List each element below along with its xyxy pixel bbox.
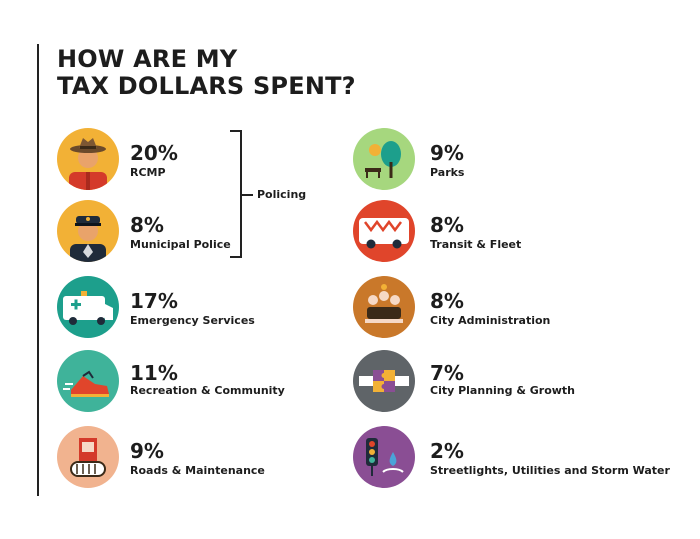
item-percent: 2%: [430, 439, 464, 463]
item-label: RCMP: [130, 166, 166, 179]
running-shoe-icon: [57, 350, 119, 412]
item-label: Municipal Police: [130, 238, 231, 251]
title-line-2: TAX DOLLARS SPENT?: [57, 72, 356, 100]
bus-icon: [353, 200, 415, 262]
item-label: City Administration: [430, 314, 551, 327]
left-rule: [37, 44, 39, 496]
road-roller-icon: [57, 426, 119, 488]
item-label: Recreation & Community: [130, 384, 285, 397]
item-percent: 11%: [130, 361, 178, 385]
traffic-light-icon: [353, 426, 415, 488]
item-percent: 9%: [130, 439, 164, 463]
puzzle-handshake-icon: [353, 350, 415, 412]
item-label: Transit & Fleet: [430, 238, 522, 251]
item-label: Roads & Maintenance: [130, 464, 265, 477]
item-percent: 8%: [430, 213, 464, 237]
title-line-1: HOW ARE MY: [57, 45, 238, 73]
item-percent: 20%: [130, 141, 178, 165]
item-percent: 17%: [130, 289, 178, 313]
item-percent: 7%: [430, 361, 464, 385]
item-label: Streetlights, Utilities and Storm Water: [430, 464, 670, 477]
policing-label: Policing: [257, 188, 307, 201]
item-percent: 9%: [430, 141, 464, 165]
park-tree-icon: [353, 128, 415, 190]
rcmp-officer-icon: [57, 128, 119, 190]
item-label: City Planning & Growth: [430, 384, 576, 397]
policing-bracket-tick: [241, 194, 253, 196]
item-percent: 8%: [430, 289, 464, 313]
meeting-people-icon: [353, 276, 415, 338]
item-percent: 8%: [130, 213, 164, 237]
police-officer-icon: [57, 200, 119, 262]
ambulance-icon: [57, 276, 119, 338]
page-title: HOW ARE MY TAX DOLLARS SPENT?: [57, 46, 356, 100]
item-label: Parks: [430, 166, 465, 179]
item-label: Emergency Services: [130, 314, 255, 327]
